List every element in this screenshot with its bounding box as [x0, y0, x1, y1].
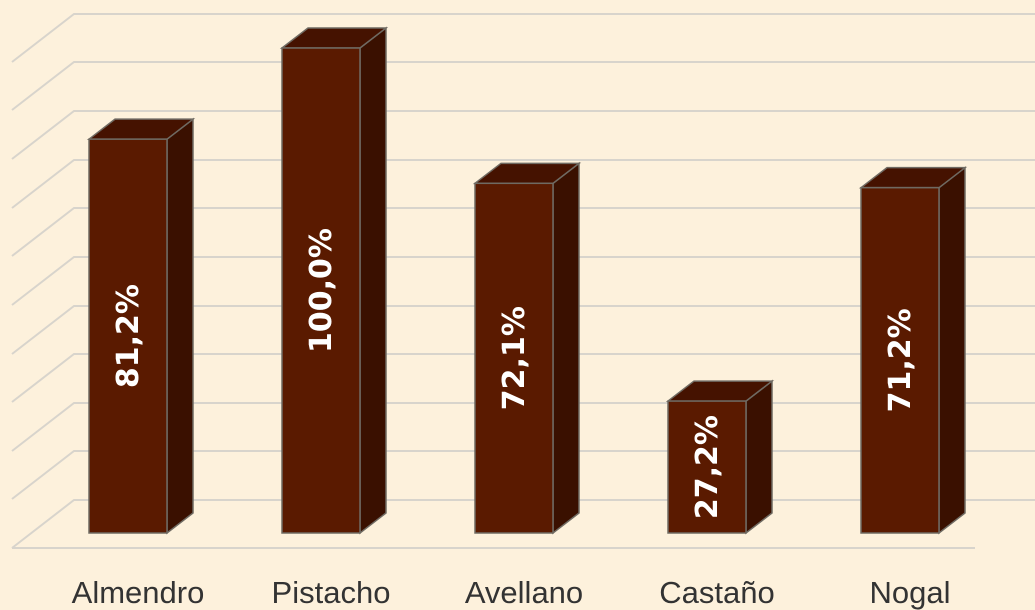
bar-side-face	[745, 379, 773, 535]
gridline	[11, 61, 1035, 111]
bar-front-face	[281, 47, 361, 534]
bar-front-face	[860, 186, 940, 534]
chart-bars: 81,2% 100,0% 72,1% 27,2% 71,2%	[86, 26, 968, 535]
gridline	[11, 305, 1035, 355]
gridline	[11, 207, 1035, 257]
chart-category-labels: Almendro Pistacho Avellano Castaño Nogal	[72, 575, 951, 610]
bar-front-face	[667, 400, 747, 534]
value-label: 100,0%	[304, 228, 339, 353]
bar-avellano: 72,1%	[472, 161, 582, 535]
gridline	[11, 110, 1035, 160]
category-label: Nogal	[870, 575, 951, 610]
value-label: 72,1%	[497, 306, 532, 410]
value-label: 27,2%	[690, 415, 725, 519]
category-label: Castaño	[659, 575, 774, 610]
gridline	[11, 13, 1035, 63]
bar-front-face	[88, 138, 168, 534]
bar-nogal: 71,2%	[858, 166, 968, 535]
bar-side-face	[938, 166, 966, 535]
bar-side-face	[166, 117, 194, 535]
gridline	[11, 256, 1035, 306]
bar-side-face	[359, 26, 387, 535]
category-label: Almendro	[72, 575, 205, 610]
gridline	[11, 353, 1035, 403]
category-label: Pistacho	[272, 575, 391, 610]
bar-pistacho: 100,0%	[279, 26, 389, 535]
bar-almendro: 81,2%	[86, 117, 196, 535]
bar-castaño: 27,2%	[665, 379, 775, 535]
bar-front-face	[474, 182, 554, 534]
value-label: 71,2%	[883, 308, 918, 412]
value-label: 81,2%	[111, 284, 146, 388]
gridline	[11, 159, 1035, 209]
category-label: Avellano	[465, 575, 583, 610]
bar-side-face	[552, 161, 580, 535]
chart-grid	[11, 13, 1035, 549]
